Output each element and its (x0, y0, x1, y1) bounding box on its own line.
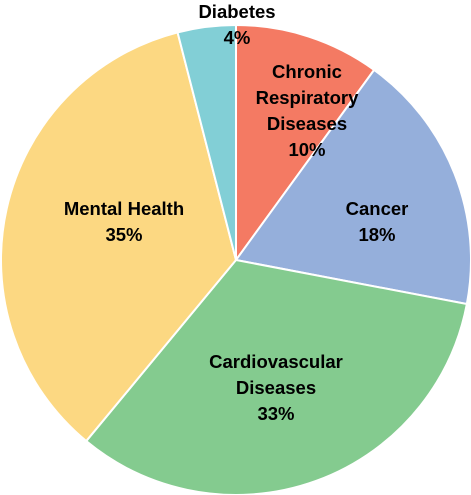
pie-slice-diabetes (176, 23, 237, 261)
pie-labels: Chronic Respiratory Diseases 10% Cancer 18% Ca… (64, 1, 409, 424)
pie-label-cardiovascular-diseases: Cardiovascular Diseases 33% (209, 351, 343, 424)
pie-slice-mental-health (0, 31, 238, 443)
pie-label-cancer: Cancer 18% (346, 198, 409, 245)
pie-label-chronic-respiratory-diseases: Chronic Respiratory Diseases 10% (256, 61, 360, 160)
pie-label-mental-health: Mental Health 35% (64, 198, 184, 245)
pie-label-diabetes: Diabetes 4% (198, 1, 275, 48)
pie-slices (0, 23, 471, 495)
pie-slice-chronic-respiratory-diseases (235, 23, 376, 264)
pie-slice-cardiovascular-diseases (84, 258, 469, 495)
pie-slice-cancer (234, 68, 471, 306)
